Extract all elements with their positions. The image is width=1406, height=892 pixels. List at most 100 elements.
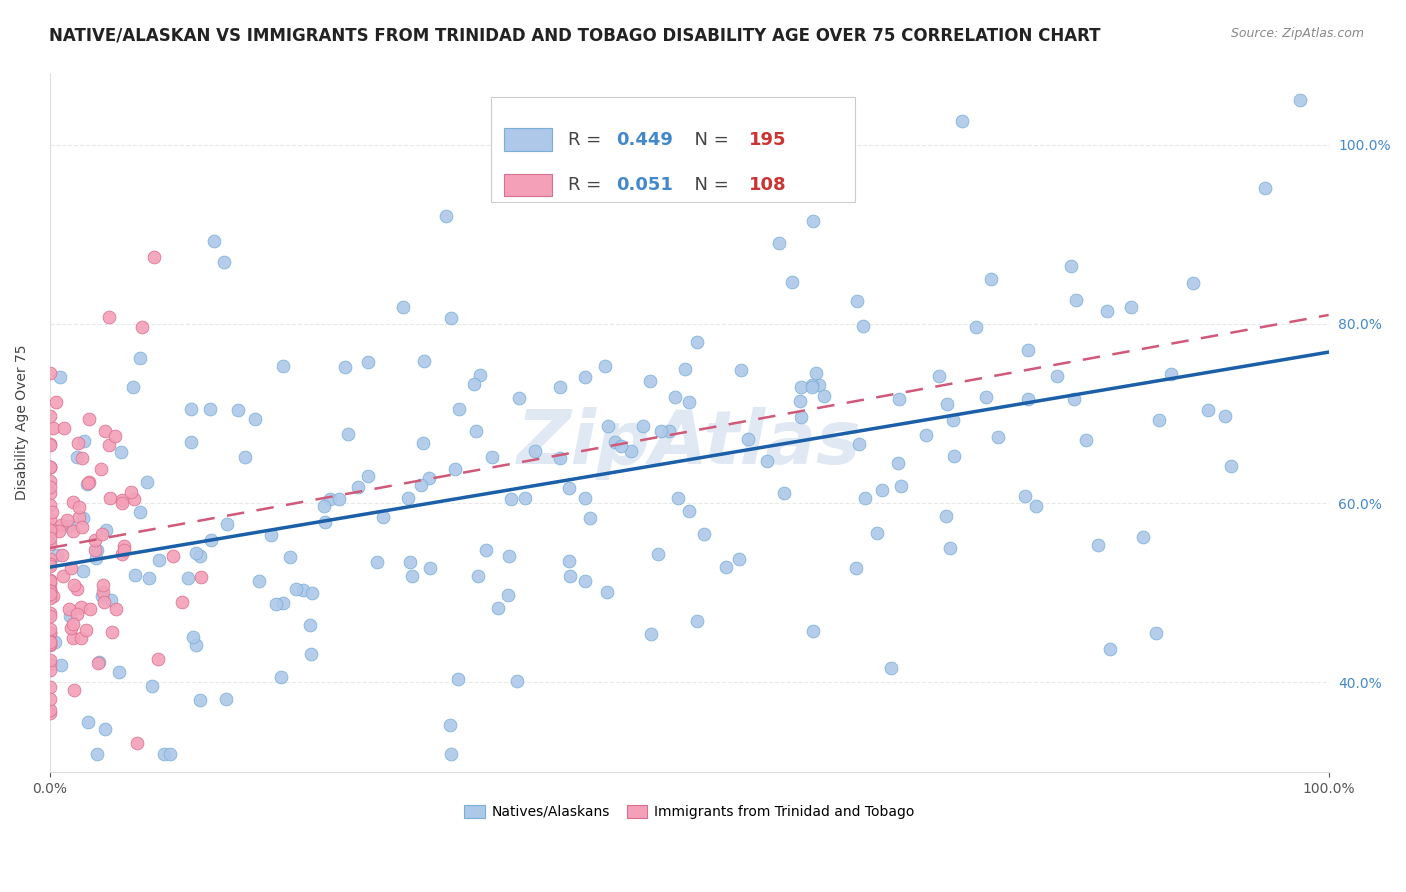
Point [38,522,60,536]
Point [45,394,67,409]
Point [1132,530,1154,544]
Point [101,624,124,639]
Point [190,570,212,584]
Point [574,491,596,505]
Point [38,519,60,533]
Point [111,496,134,510]
Point [264,597,287,611]
Point [499,492,522,507]
Point [63,682,86,697]
Point [38,633,60,648]
Point [226,403,249,417]
Point [987,430,1010,444]
Point [76,477,98,491]
Point [870,483,893,497]
Point [87,656,110,670]
Point [41,505,63,519]
Point [217,516,239,531]
Point [943,449,966,463]
Point [38,438,60,452]
Point [418,471,440,485]
Point [728,552,751,566]
Point [366,554,388,568]
Point [845,561,868,575]
Point [419,560,441,574]
Point [180,402,202,417]
Point [848,437,870,451]
Point [245,412,267,426]
Point [112,543,135,558]
Point [312,500,335,514]
Point [1017,343,1039,357]
Point [463,376,485,391]
Point [38,557,60,571]
Point [38,622,60,636]
Point [772,486,794,500]
Point [200,533,222,547]
Point [38,460,60,475]
Point [1087,538,1109,552]
Point [548,451,571,466]
Point [62,632,84,646]
Point [686,614,709,628]
Point [1014,489,1036,503]
Point [685,335,707,350]
Point [1074,433,1097,447]
Point [125,736,148,750]
Point [412,436,434,450]
Point [673,362,696,376]
Point [38,582,60,597]
Point [110,445,132,459]
Point [247,574,270,589]
Point [38,591,60,606]
Point [148,552,170,566]
Point [98,491,121,506]
Point [138,571,160,585]
Point [449,401,471,416]
Point [38,584,60,599]
Point [66,436,89,450]
Point [1213,409,1236,424]
Point [62,524,84,538]
Point [44,635,66,649]
Point [328,491,350,506]
Point [928,368,950,383]
Point [714,560,737,574]
Point [38,692,60,706]
Point [1254,181,1277,195]
Point [38,479,60,493]
Point [595,359,617,374]
Text: NATIVE/ALASKAN VS IMMIGRANTS FROM TRINIDAD AND TOBAGO DISABILITY AGE OVER 75 COR: NATIVE/ALASKAN VS IMMIGRANTS FROM TRINID… [49,27,1101,45]
Point [756,454,779,468]
Point [131,320,153,334]
Point [66,450,89,464]
Point [77,475,100,489]
Point [790,410,813,425]
Point [51,658,73,673]
Point [1098,642,1121,657]
Point [38,635,60,649]
FancyBboxPatch shape [503,174,553,196]
Point [70,631,93,645]
Point [90,462,112,476]
Point [1046,368,1069,383]
Point [38,512,60,526]
Point [188,549,211,563]
Point [38,409,60,424]
Point [579,511,602,525]
Point [413,354,436,368]
Point [443,462,465,476]
Point [558,481,581,495]
Point [1144,625,1167,640]
Point [574,574,596,589]
Point [335,359,357,374]
Point [215,691,238,706]
Point [104,602,127,616]
Point [100,593,122,607]
Point [42,589,65,603]
Point [38,657,60,671]
Point [801,624,824,639]
Point [38,653,60,667]
Point [558,554,581,568]
Point [38,537,60,551]
